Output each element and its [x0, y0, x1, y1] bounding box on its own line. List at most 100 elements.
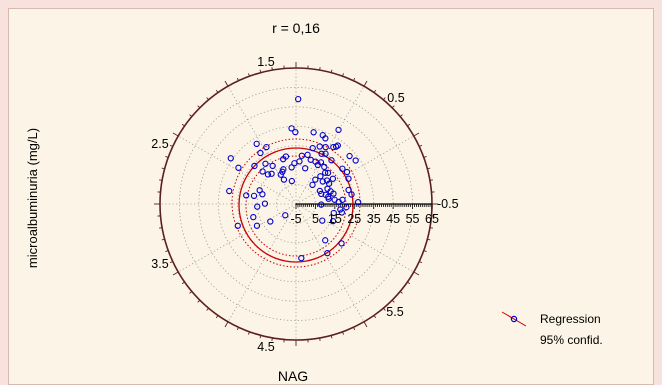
radial-tick-label: 45 — [386, 212, 400, 226]
data-point — [329, 175, 337, 182]
data-point — [319, 132, 326, 139]
grid-spoke — [295, 135, 414, 205]
data-point — [338, 209, 345, 216]
data-point — [319, 217, 326, 224]
angle-tick — [215, 89, 219, 93]
angle-tick-label: 0.5 — [387, 91, 404, 105]
data-point — [288, 125, 295, 132]
radial-tick-label: 65 — [425, 212, 439, 226]
legend-entry-confidence: 95% confid. — [540, 333, 603, 347]
data-point — [325, 193, 332, 200]
angle-tick-label: 5.5 — [386, 305, 403, 319]
angle-tick — [206, 307, 209, 311]
data-point — [250, 213, 257, 221]
angle-tick — [215, 315, 219, 319]
angle-tick — [259, 335, 262, 339]
angle-tick — [159, 179, 163, 181]
data-point — [337, 206, 344, 213]
data-point — [226, 187, 233, 195]
angle-tick — [383, 307, 386, 311]
data-point — [316, 143, 323, 150]
angle-tick — [423, 250, 427, 252]
data-point — [322, 237, 329, 244]
data-point — [338, 240, 345, 247]
data-point — [345, 186, 352, 194]
angle-tick — [189, 291, 193, 294]
data-point — [330, 144, 337, 151]
data-point — [256, 187, 263, 194]
angle-tick — [271, 67, 273, 71]
angle-tick — [161, 167, 165, 170]
data-point — [310, 129, 317, 136]
angle-tick — [330, 335, 333, 339]
radial-tick-label: 15 — [328, 212, 342, 226]
data-point — [343, 168, 351, 176]
angle-tick — [271, 337, 273, 341]
data-point — [330, 190, 337, 197]
radial-tick-label: 55 — [406, 212, 420, 226]
angle-tick — [169, 144, 173, 147]
angle-tick-label: 1.5 — [257, 55, 274, 69]
data-point — [292, 128, 299, 136]
confidence-curve-inner — [245, 155, 347, 257]
angle-tick — [206, 97, 209, 101]
angle-tick — [413, 271, 420, 276]
confidence-curve-outer — [231, 138, 361, 268]
angle-tick — [319, 67, 321, 71]
data-point — [295, 95, 302, 103]
angle-tick — [413, 132, 420, 137]
data-point — [234, 222, 241, 229]
radial-axis — [295, 203, 433, 209]
angle-tick — [248, 73, 250, 77]
angle-tick — [181, 123, 185, 127]
data-point — [322, 169, 329, 176]
data-point — [288, 164, 295, 171]
data-point — [309, 181, 316, 189]
angle-tick — [427, 167, 431, 170]
data-point — [318, 190, 325, 198]
data-point — [235, 164, 242, 171]
angle-tick-label: 3.5 — [151, 257, 168, 271]
angle-tick — [197, 299, 201, 303]
angle-tick — [181, 281, 185, 285]
data-point — [268, 170, 275, 177]
data-point — [329, 217, 337, 225]
angle-tick — [169, 261, 173, 264]
data-point — [263, 143, 270, 151]
data-point — [307, 156, 314, 163]
data-point — [304, 151, 311, 158]
legend-regression-line — [501, 311, 527, 327]
data-point — [279, 156, 287, 163]
angle-tick — [259, 69, 262, 73]
data-point — [312, 176, 319, 183]
angle-tick — [423, 156, 427, 158]
data-point — [335, 126, 342, 133]
radial-tick-label: 35 — [367, 212, 381, 226]
data-point — [261, 200, 269, 207]
x-axis-label: NAG — [278, 368, 308, 384]
radial-tick-label: 5 — [312, 212, 319, 226]
angle-tick — [427, 238, 431, 241]
angle-tick — [342, 73, 344, 77]
grid-spoke — [295, 86, 365, 205]
data-point — [227, 155, 234, 162]
data-point — [302, 165, 309, 172]
angle-tick — [373, 315, 377, 319]
tick-labels: 1.5 0.5 -0.5 5.5 4.5 3.5 2.5 -5 5 15 25 35 45 55 65 — [151, 55, 458, 354]
data-point — [324, 169, 332, 177]
angle-tick — [429, 227, 433, 229]
data-point — [298, 152, 306, 159]
data-point — [318, 201, 325, 208]
angle-tick — [330, 69, 333, 73]
legend: Regression 95% confid. — [501, 311, 603, 347]
data-point — [259, 168, 266, 175]
y-axis-label: microalbuminuria (mg/L) — [25, 128, 40, 268]
data-point — [321, 163, 328, 171]
legend-point-marker — [510, 315, 518, 323]
data-point — [282, 212, 289, 219]
data-point — [251, 162, 258, 170]
angle-tick — [419, 144, 423, 147]
data-point — [250, 192, 258, 200]
data-point — [323, 177, 331, 184]
angle-tick — [236, 77, 239, 81]
